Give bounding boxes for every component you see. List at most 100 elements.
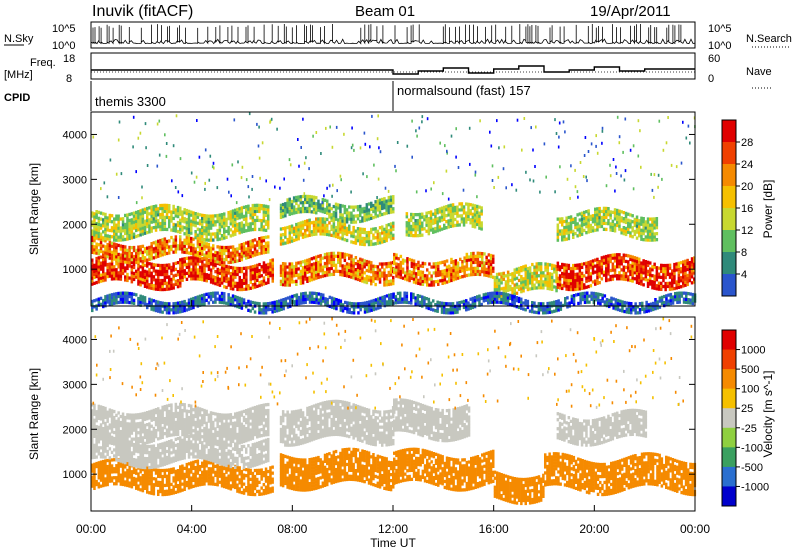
heatmap-cell xyxy=(205,245,208,248)
heatmap-cell xyxy=(436,223,439,226)
heatmap-cell xyxy=(581,221,584,224)
heatmap-cell xyxy=(241,209,244,212)
heatmap-cell xyxy=(161,210,164,213)
heatmap-cell xyxy=(675,283,678,286)
heatmap-cell xyxy=(653,238,656,241)
heatmap-cell xyxy=(676,292,679,295)
heatmap-scatter xyxy=(597,152,599,155)
heatmap-cell xyxy=(691,263,694,266)
heatmap-cell xyxy=(228,283,231,286)
heatmap-cell xyxy=(139,301,142,304)
heatmap-cell xyxy=(128,234,131,237)
heatmap-cell xyxy=(664,270,667,273)
heatmap-cell xyxy=(383,240,386,243)
heatmap-cell xyxy=(470,258,473,261)
heatmap-cell xyxy=(579,284,582,287)
heatmap-cell xyxy=(609,269,612,272)
heatmap-cell xyxy=(225,286,228,289)
heatmap-cell xyxy=(109,257,112,260)
heatmap-cell xyxy=(368,279,371,282)
heatmap-cell xyxy=(234,248,237,251)
heatmap-cell xyxy=(186,209,189,212)
heatmap-cell xyxy=(210,295,213,298)
heatmap-cell xyxy=(590,292,593,295)
heatmap-cell xyxy=(221,275,224,278)
heatmap-cell xyxy=(157,307,160,310)
heatmap-cell xyxy=(308,261,311,264)
heatmap-cell xyxy=(481,267,484,270)
heatmap-cell xyxy=(249,240,252,243)
heatmap-cell xyxy=(142,217,145,220)
heatmap-cell xyxy=(421,298,424,301)
heatmap-cell xyxy=(494,288,497,291)
heatmap-cell xyxy=(341,231,344,234)
heatmap-cell xyxy=(682,263,685,266)
heatmap-cell xyxy=(393,271,396,274)
heatmap-cell xyxy=(111,214,114,217)
heatmap-cell xyxy=(117,262,120,265)
heatmap-cell xyxy=(241,288,244,291)
heatmap-cell xyxy=(531,301,534,304)
heatmap-cell xyxy=(647,235,650,238)
heatmap-cell xyxy=(594,211,597,214)
heatmap-cell xyxy=(634,259,637,262)
heatmap-cell xyxy=(296,293,299,296)
heatmap-cell xyxy=(445,220,448,223)
heatmap-cell xyxy=(375,298,378,301)
heatmap-cell xyxy=(489,295,492,298)
heatmap-cell xyxy=(623,269,626,272)
heatmap-cell xyxy=(520,269,523,272)
heatmap-cell xyxy=(368,202,371,205)
heatmap-cell xyxy=(639,308,642,311)
power-panel xyxy=(91,112,696,314)
heatmap-cell xyxy=(656,278,659,281)
freq-tick-top: 18 xyxy=(63,53,75,65)
heatmap-cell xyxy=(629,219,632,222)
heatmap-cell xyxy=(505,302,508,305)
heatmap-cell xyxy=(392,276,395,279)
heatmap-cell xyxy=(675,268,678,271)
heatmap-cell xyxy=(175,311,178,314)
heatmap-cell xyxy=(692,302,695,305)
heatmap-cell xyxy=(159,301,162,304)
heatmap-cell xyxy=(437,283,440,286)
heatmap-cell xyxy=(194,253,197,256)
heatmap-cell xyxy=(357,269,360,272)
heatmap-cell xyxy=(223,224,226,227)
heatmap-cell xyxy=(626,301,629,304)
heatmap-cell xyxy=(95,298,98,301)
heatmap-cell xyxy=(122,254,125,257)
heatmap-cell xyxy=(295,262,298,265)
heatmap-cell xyxy=(177,209,180,212)
heatmap-cell xyxy=(265,282,268,285)
heatmap-cell xyxy=(137,252,140,255)
heatmap-cell xyxy=(601,262,604,265)
heatmap-cell xyxy=(615,298,618,301)
heatmap-cell xyxy=(135,223,138,226)
heatmap-cell xyxy=(272,273,275,276)
heatmap-cell xyxy=(95,246,98,249)
heatmap-cell xyxy=(124,248,127,251)
heatmap-cell xyxy=(547,275,550,278)
heatmap-cell xyxy=(561,217,564,220)
heatmap-cell xyxy=(166,288,169,291)
heatmap-cell xyxy=(450,302,453,305)
heatmap-cell xyxy=(587,276,590,279)
heatmap-cell xyxy=(234,218,237,221)
heatmap-cell xyxy=(93,227,96,230)
heatmap-cell xyxy=(179,225,182,228)
heatmap-cell xyxy=(155,246,158,249)
heatmap-cell xyxy=(188,299,191,302)
heatmap-cell xyxy=(609,216,612,219)
heatmap-cell xyxy=(164,240,167,243)
heatmap-cell xyxy=(157,225,160,228)
heatmap-cell xyxy=(498,273,501,276)
heatmap-scatter xyxy=(577,190,579,193)
heatmap-cell xyxy=(634,230,637,233)
heatmap-cell xyxy=(282,301,285,304)
heatmap-cell xyxy=(241,246,244,249)
heatmap-cell xyxy=(302,295,305,298)
heatmap-cell xyxy=(295,229,298,232)
heatmap-cell xyxy=(390,196,393,199)
heatmap-scatter xyxy=(558,136,560,139)
